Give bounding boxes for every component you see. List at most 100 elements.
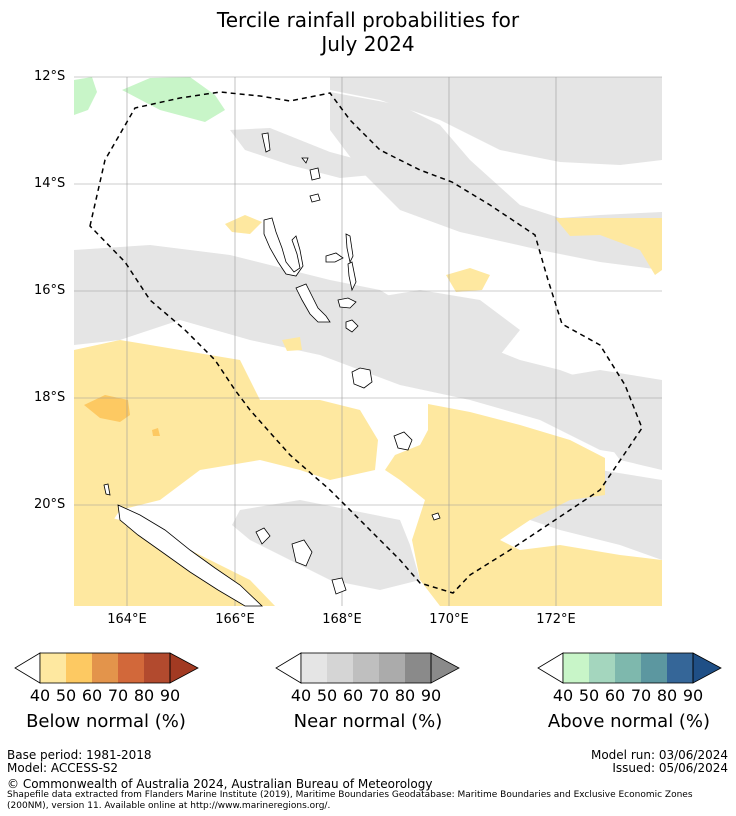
above-normal-region-nw: [74, 77, 97, 115]
island-epi: [345, 319, 359, 333]
lon-label-172e: 172°E: [536, 612, 576, 627]
colorbar-below-swatch: [118, 653, 144, 683]
colorbar-below-label: Below normal (%): [26, 711, 186, 732]
colorbar-tick: 60: [81, 686, 103, 705]
near-normal-region-west: [74, 245, 662, 460]
colorbar-tick: 50: [316, 686, 338, 705]
colorbar-below-swatch: [66, 653, 92, 683]
lon-label-166e: 166°E: [215, 612, 255, 627]
colorbar-below-under: [14, 652, 41, 684]
colorbar-tick: 90: [420, 686, 442, 705]
island-efate: [351, 367, 373, 389]
lat-label-18s: 18°S: [34, 390, 66, 405]
lat-label-14s: 14°S: [34, 176, 66, 191]
island-ambae: [325, 252, 344, 263]
lat-label-20s: 20°S: [34, 497, 66, 512]
colorbar-near-over: [430, 652, 460, 684]
island-loyalty-1: [255, 527, 271, 545]
map-title-line1: Tercile rainfall probabilities for: [216, 8, 520, 32]
colorbar-tick: 80: [133, 686, 155, 705]
colorbar-tick: 70: [630, 686, 652, 705]
island-small-3: [261, 132, 271, 153]
near-normal-region-north: [74, 77, 662, 165]
island-loyalty-2: [291, 539, 313, 567]
below-normal-patch-c: [282, 337, 302, 351]
eez-boundary: [89, 91, 643, 594]
colorbar-near-swatch: [379, 653, 405, 683]
colorbar-tick: 70: [107, 686, 129, 705]
colorbar-tick: 40: [290, 686, 312, 705]
colorbar-tick: 40: [552, 686, 574, 705]
colorbar-tick: 50: [578, 686, 600, 705]
colorbar-above-under: [537, 652, 564, 684]
above-normal-region-north: [122, 77, 225, 122]
colorbar-near-swatch: [301, 653, 327, 683]
copyright-notice: © Commonwealth of Australia 2024, Austra…: [7, 777, 433, 791]
colorbar-near-swatch: [327, 653, 353, 683]
map-title-line2: July 2024: [321, 32, 415, 56]
islands: [103, 132, 441, 607]
island-loyalty-3: [331, 577, 347, 595]
colorbar-below-swatch: [40, 653, 66, 683]
near-normal-region-south: [232, 500, 420, 590]
shapefile-credit-line2: (200NM), version 11. Available online at…: [7, 801, 331, 811]
model-name: Model: ACCESS-S2: [7, 761, 119, 775]
map-gridlines: [74, 76, 662, 606]
colorbar-near-under: [275, 652, 302, 684]
colorbar-above-swatch: [615, 653, 641, 683]
below-normal-dot: [152, 428, 160, 436]
lon-label-170e: 170°E: [429, 612, 469, 627]
colorbar-tick: 90: [682, 686, 704, 705]
colorbar-tick: 90: [159, 686, 181, 705]
colorbar-tick: 80: [394, 686, 416, 705]
island-erromango: [393, 431, 413, 451]
island-tanna: [431, 512, 441, 521]
island-new-caledonia: [117, 504, 263, 607]
island-small-5: [103, 483, 111, 496]
colorbar-below-swatch: [92, 653, 118, 683]
colorbar-tick: 60: [342, 686, 364, 705]
colorbar-near-swatch: [405, 653, 431, 683]
colorbar-near-label: Near normal (%): [293, 711, 443, 732]
lat-label-12s: 12°S: [34, 69, 66, 84]
colorbar-tick: 80: [656, 686, 678, 705]
below-normal-region-southwest: [74, 340, 378, 580]
colorbar-tick: 50: [55, 686, 77, 705]
lon-label-168e: 168°E: [322, 612, 362, 627]
near-normal-region-east: [540, 370, 662, 470]
colorbar-below-swatch: [144, 653, 170, 683]
colorbar-near-normal: [275, 652, 460, 684]
island-maewo: [345, 233, 354, 264]
colorbar-tick: 40: [29, 686, 51, 705]
colorbar-above-over: [692, 652, 722, 684]
colorbar-below-over: [169, 652, 199, 684]
base-period: Base period: 1981-2018: [7, 748, 152, 762]
island-espiritu-santo: [263, 217, 304, 277]
colorbar-tick: 60: [604, 686, 626, 705]
colorbar-above-swatch: [589, 653, 615, 683]
colorbar-above-swatch: [667, 653, 693, 683]
below-normal-region-50: [84, 395, 130, 422]
colorbar-near-swatch: [353, 653, 379, 683]
below-normal-patch-a: [225, 215, 262, 234]
model-run-date: Model run: 03/06/2024: [590, 748, 728, 762]
colorbar-below-normal: [14, 652, 199, 684]
lat-label-16s: 16°S: [34, 283, 66, 298]
island-ambrym: [337, 297, 357, 309]
lon-label-164e: 164°E: [107, 612, 147, 627]
issued-date: Issued: 05/06/2024: [612, 761, 728, 775]
island-small-4: [301, 157, 309, 164]
below-normal-region-east: [555, 218, 662, 275]
below-normal-patch-b: [446, 268, 490, 292]
colorbar-tick: 70: [368, 686, 390, 705]
island-small-north: [309, 167, 321, 181]
near-normal-region-central: [360, 290, 520, 355]
island-pentecost: [347, 261, 357, 292]
colorbar-above-swatch: [563, 653, 589, 683]
colorbar-above-swatch: [641, 653, 667, 683]
island-small-2: [309, 193, 321, 203]
probability-shading: [74, 77, 662, 606]
colorbar-above-label: Above normal (%): [547, 711, 711, 732]
shapefile-credit-line1: Shapefile data extracted from Flanders M…: [7, 790, 693, 800]
